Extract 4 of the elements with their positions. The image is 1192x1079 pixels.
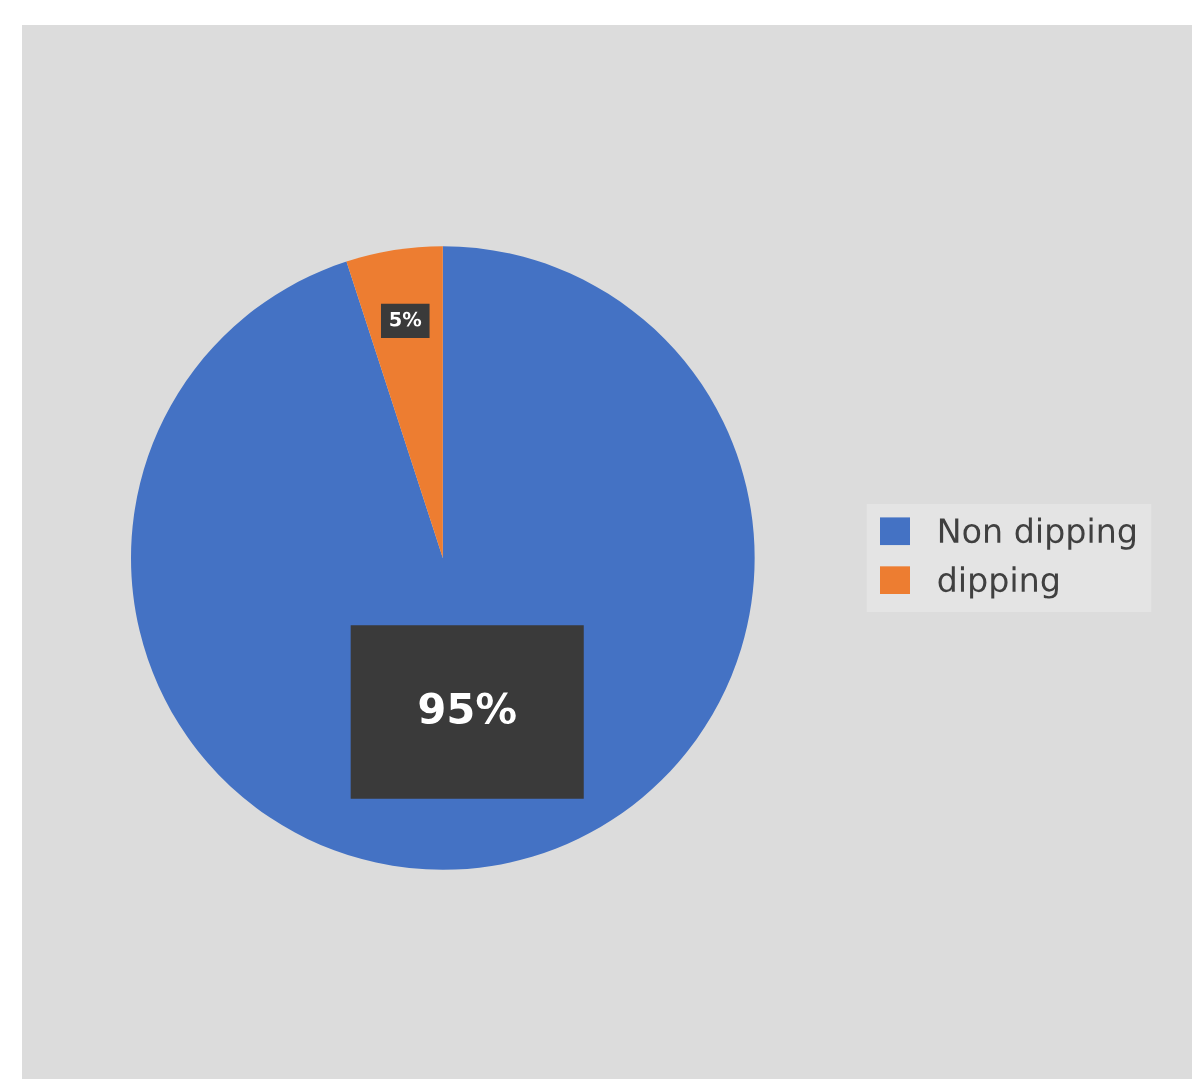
legend-label: Non dipping bbox=[939, 517, 1135, 550]
legend-label: dipping bbox=[938, 566, 1058, 599]
data-label: 5% bbox=[390, 311, 422, 327]
data-label: 95% bbox=[419, 692, 516, 725]
